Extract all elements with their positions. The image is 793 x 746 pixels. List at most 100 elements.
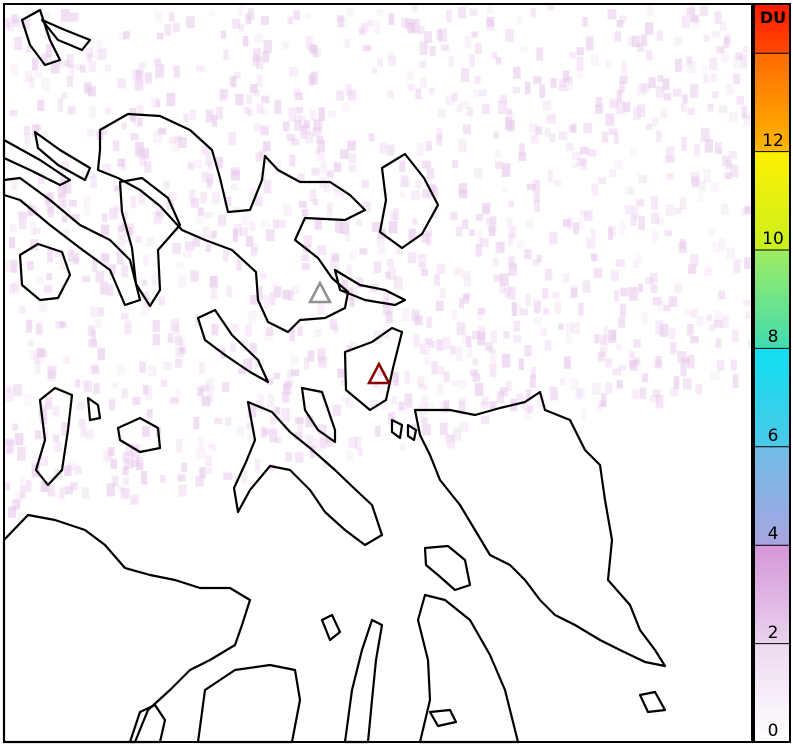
- so2-pixel: [200, 385, 210, 392]
- so2-pixel: [333, 162, 342, 172]
- so2-pixel: [638, 174, 648, 184]
- so2-pixel: [69, 12, 79, 22]
- so2-pixel: [9, 109, 18, 117]
- so2-pixel: [256, 103, 264, 114]
- so2-pixel: [406, 70, 414, 81]
- so2-pixel: [130, 196, 137, 209]
- so2-pixel: [140, 291, 150, 301]
- so2-pixel: [296, 107, 303, 114]
- so2-pixel: [341, 396, 350, 403]
- so2-pixel: [88, 249, 95, 257]
- so2-pixel: [183, 251, 192, 259]
- so2-pixel: [598, 177, 606, 185]
- so2-pixel: [486, 217, 492, 225]
- so2-pixel: [207, 463, 213, 475]
- so2-pixel: [607, 9, 617, 20]
- so2-pixel: [426, 232, 432, 246]
- so2-pixel: [211, 323, 219, 336]
- so2-pixel: [503, 331, 510, 339]
- so2-pixel: [39, 409, 48, 420]
- so2-pixel: [125, 227, 133, 235]
- so2-pixel: [314, 148, 321, 155]
- so2-pixel: [36, 276, 44, 285]
- so2-pixel: [345, 7, 355, 17]
- so2-pixel: [376, 236, 385, 248]
- so2-pixel: [575, 388, 583, 400]
- so2-pixel: [668, 296, 678, 307]
- so2-pixel: [716, 359, 725, 372]
- so2-pixel: [452, 427, 461, 441]
- so2-pixel: [681, 15, 690, 29]
- so2-pixel: [422, 423, 431, 436]
- so2-pixel: [495, 57, 502, 65]
- so2-pixel: [195, 476, 205, 487]
- so2-pixel: [137, 117, 144, 127]
- so2-pixel: [130, 133, 139, 141]
- so2-pixel: [673, 376, 680, 389]
- so2-pixel: [30, 222, 36, 236]
- so2-pixel: [594, 334, 600, 344]
- island-central: [232, 400, 384, 547]
- so2-pixel: [445, 95, 454, 106]
- so2-pixel: [464, 35, 472, 49]
- so2-pixel: [119, 31, 127, 41]
- so2-pixel: [85, 47, 94, 58]
- so2-pixel: [609, 169, 617, 178]
- so2-pixel: [156, 32, 164, 40]
- so2-pixel: [104, 64, 112, 72]
- so2-pixel: [475, 243, 483, 257]
- so2-pixel: [341, 279, 348, 292]
- so2-pixel: [46, 54, 52, 65]
- so2-pixel: [288, 107, 297, 122]
- so2-pixel: [52, 406, 60, 417]
- so2-pixel: [518, 358, 525, 371]
- so2-pixel: [704, 139, 713, 153]
- so2-pixel: [665, 146, 675, 159]
- so2-pixel: [699, 5, 709, 17]
- so2-pixel: [718, 238, 726, 252]
- so2-pixel: [4, 384, 11, 393]
- so2-pixel: [499, 273, 509, 286]
- so2-pixel: [350, 341, 358, 348]
- so2-pixel: [659, 324, 669, 337]
- so2-pixel: [629, 359, 638, 371]
- so2-pixel: [121, 466, 127, 476]
- so2-pixel: [513, 334, 522, 343]
- so2-pixel: [429, 46, 436, 56]
- so2-pixel: [249, 356, 259, 369]
- so2-pixel: [250, 243, 259, 251]
- so2-pixel: [385, 271, 391, 279]
- so2-pixel: [481, 396, 489, 406]
- so2-pixel: [378, 381, 386, 395]
- so2-pixel: [113, 140, 120, 152]
- so2-pixel: [289, 327, 295, 341]
- so2-pixel: [13, 18, 21, 27]
- so2-pixel: [586, 237, 596, 250]
- so2-pixel: [612, 368, 621, 376]
- so2-pixel: [262, 428, 270, 436]
- so2-pixel: [481, 103, 491, 115]
- so2-pixel: [701, 65, 708, 77]
- so2-pixel: [211, 230, 218, 238]
- so2-pixel: [74, 379, 81, 388]
- so2-pixel: [669, 387, 679, 397]
- so2-pixel: [337, 15, 344, 27]
- so2-pixel: [682, 94, 688, 104]
- so2-pixel: [163, 180, 170, 190]
- so2-pixel: [282, 41, 289, 50]
- so2-pixel: [345, 450, 354, 461]
- so2-pixel: [660, 108, 668, 118]
- so2-pixel: [716, 46, 725, 54]
- so2-pixel: [703, 169, 711, 183]
- so2-pixel: [640, 34, 648, 46]
- so2-pixel: [7, 440, 14, 454]
- so2-pixel: [90, 175, 98, 189]
- so2-pixel: [547, 4, 555, 11]
- so2-pixel: [524, 408, 531, 419]
- so2-pixel: [40, 455, 49, 466]
- so2-pixel: [199, 466, 206, 478]
- so2-pixel: [687, 324, 694, 336]
- so2-pixel: [316, 48, 322, 57]
- island-west-panay: [34, 386, 74, 487]
- so2-pixel: [55, 321, 64, 329]
